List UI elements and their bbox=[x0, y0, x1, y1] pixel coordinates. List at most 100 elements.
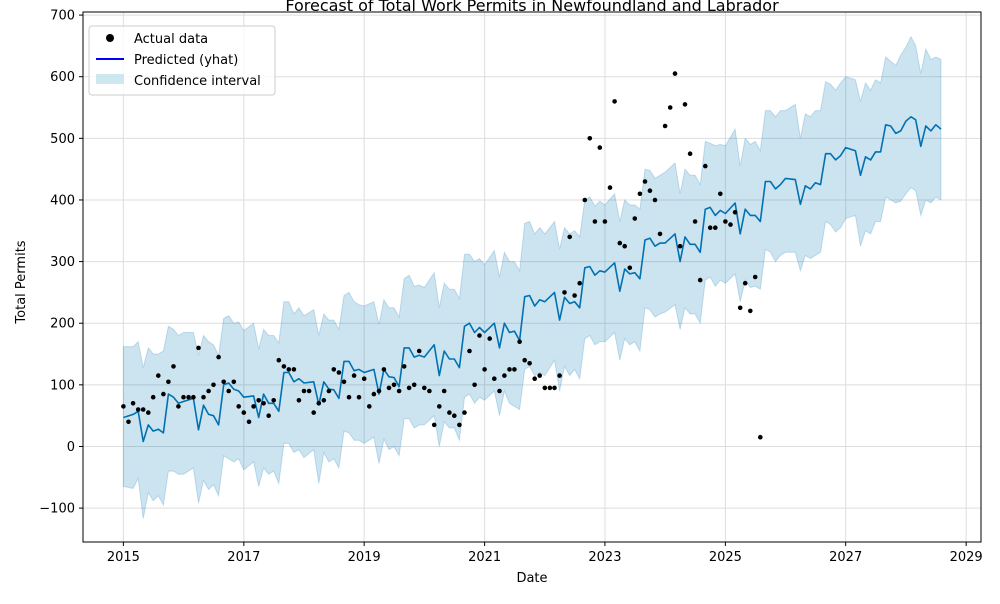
x-tick-label: 2023 bbox=[588, 550, 621, 565]
actual-point bbox=[416, 348, 422, 354]
actual-point bbox=[140, 407, 146, 412]
actual-point bbox=[376, 388, 382, 394]
legend-label-actual: Actual data bbox=[134, 32, 208, 47]
x-axis-ticks: 2015 2017 2019 2021 2023 2025 2027 2029 bbox=[107, 542, 983, 565]
confidence-band bbox=[122, 35, 942, 519]
actual-point bbox=[216, 354, 221, 360]
actual-point bbox=[697, 277, 703, 283]
actual-point bbox=[196, 345, 201, 351]
confidence-band-layer bbox=[122, 35, 942, 519]
y-tick-label: 200 bbox=[50, 317, 75, 332]
actual-point bbox=[713, 225, 718, 230]
actual-point bbox=[492, 376, 497, 382]
actual-point bbox=[637, 191, 643, 197]
actual-point bbox=[146, 410, 151, 415]
actual-point bbox=[341, 379, 347, 385]
legend-label-predicted: Predicted (yhat) bbox=[134, 53, 238, 68]
actual-point bbox=[316, 401, 322, 406]
actual-point bbox=[336, 370, 342, 375]
actual-point bbox=[261, 401, 266, 406]
plot-frame bbox=[82, 11, 982, 543]
actual-point bbox=[156, 373, 161, 378]
actual-point bbox=[126, 419, 131, 425]
legend: Actual data Predicted (yhat) Confidence … bbox=[88, 25, 276, 96]
actual-point bbox=[657, 231, 663, 237]
actual-point bbox=[532, 376, 537, 382]
actual-point bbox=[487, 336, 493, 341]
actual-point bbox=[622, 243, 627, 249]
actual-point bbox=[161, 391, 166, 397]
actual-point bbox=[231, 379, 237, 385]
actual-point bbox=[150, 394, 156, 400]
actual-point bbox=[271, 398, 277, 403]
actual-point bbox=[687, 151, 693, 156]
actual-point bbox=[171, 364, 176, 369]
actual-point bbox=[326, 388, 332, 394]
actual-point bbox=[166, 379, 171, 385]
x-tick-label: 2019 bbox=[348, 550, 381, 565]
actual-point bbox=[572, 293, 577, 298]
actual-point bbox=[577, 280, 582, 286]
actual-point bbox=[592, 219, 598, 224]
actual-point bbox=[381, 367, 387, 372]
actual-point bbox=[602, 219, 608, 224]
actual-point bbox=[201, 394, 206, 400]
y-tick-label: 0 bbox=[67, 440, 75, 455]
actual-point bbox=[627, 265, 633, 271]
x-tick-label: 2017 bbox=[227, 550, 260, 565]
actual-point bbox=[406, 385, 412, 391]
actual-point bbox=[437, 404, 442, 409]
actual-point bbox=[301, 388, 307, 394]
actual-point bbox=[477, 333, 482, 338]
actual-point bbox=[206, 388, 211, 394]
actual-point bbox=[718, 191, 723, 197]
actual-point bbox=[361, 376, 367, 382]
actual-point bbox=[422, 385, 427, 391]
y-tick-label: 600 bbox=[50, 70, 75, 85]
actual-point bbox=[186, 394, 191, 400]
actual-point bbox=[286, 367, 292, 372]
actual-point bbox=[396, 388, 402, 394]
actual-point bbox=[677, 243, 683, 249]
x-tick-label: 2027 bbox=[829, 550, 862, 565]
actual-point bbox=[457, 422, 462, 428]
actual-point bbox=[707, 225, 713, 230]
chart-title: Forecast of Total Work Permits in Newfou… bbox=[285, 0, 779, 15]
actual-point bbox=[276, 357, 282, 363]
actual-point bbox=[447, 410, 452, 415]
actual-point bbox=[427, 388, 432, 394]
actual-point bbox=[121, 404, 126, 409]
actual-point bbox=[652, 197, 658, 203]
actual-point bbox=[191, 394, 196, 400]
actual-point bbox=[737, 305, 743, 311]
actual-point bbox=[321, 398, 327, 403]
actual-point bbox=[236, 404, 241, 409]
actual-point bbox=[431, 422, 437, 428]
actual-point bbox=[562, 290, 567, 295]
x-tick-label: 2021 bbox=[468, 550, 501, 565]
actual-point bbox=[728, 222, 733, 227]
legend-frame bbox=[88, 25, 276, 96]
actual-point bbox=[441, 388, 447, 394]
actual-point bbox=[181, 394, 186, 400]
actual-point bbox=[517, 339, 522, 345]
actual-point bbox=[226, 388, 231, 394]
y-tick-label: 300 bbox=[50, 255, 75, 270]
actual-point bbox=[482, 367, 487, 372]
x-axis-label: Date bbox=[516, 571, 547, 586]
actual-point bbox=[557, 373, 562, 378]
actual-point bbox=[732, 210, 738, 215]
actual-point bbox=[682, 102, 688, 107]
actual-point bbox=[130, 401, 136, 406]
actual-point bbox=[567, 234, 572, 240]
actual-point bbox=[452, 413, 457, 419]
actual-point bbox=[507, 367, 512, 372]
y-tick-label: 500 bbox=[50, 132, 75, 147]
actual-point bbox=[587, 136, 593, 141]
x-tick-label: 2029 bbox=[950, 550, 983, 565]
legend-marker-actual bbox=[106, 34, 114, 42]
actual-point bbox=[135, 407, 141, 412]
y-tick-label: 700 bbox=[50, 9, 75, 24]
legend-patch-confidence bbox=[96, 74, 124, 84]
actual-points-layer bbox=[121, 71, 763, 440]
